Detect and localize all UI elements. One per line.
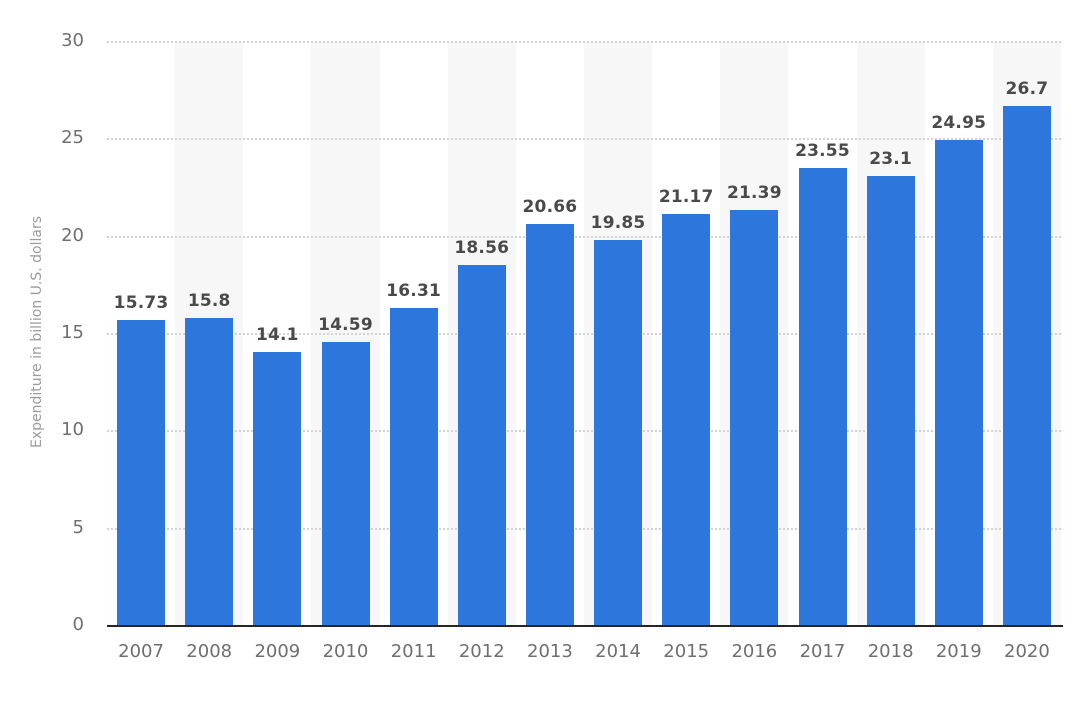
y-tick-label-25: 25 [61, 127, 84, 149]
bar-value-label-2019: 24.95 [931, 113, 987, 134]
bar-2011[interactable] [389, 308, 438, 625]
bar-2007[interactable] [117, 319, 166, 625]
bar-value-label-2018: 23.1 [869, 149, 912, 170]
bar-value-label-2017: 23.55 [795, 140, 850, 161]
bar-2008[interactable] [185, 318, 234, 625]
x-tick-label-2007: 2007 [118, 641, 164, 662]
gridline-20 [107, 235, 1061, 238]
x-tick-label-2010: 2010 [322, 641, 369, 662]
x-tick-label-2020: 2020 [1004, 641, 1050, 662]
bar-2010[interactable] [321, 341, 370, 625]
bar-value-label-2013: 20.66 [522, 196, 578, 217]
x-tick-label-2014: 2014 [595, 641, 641, 662]
x-tick-label-2008: 2008 [186, 641, 233, 662]
x-axis-line [107, 625, 1063, 627]
bar-value-label-2008: 15.8 [187, 291, 231, 312]
bar-2013[interactable] [525, 223, 574, 625]
y-tick-label-0: 0 [72, 614, 84, 635]
y-tick-label-5: 5 [72, 516, 84, 538]
bar-value-label-2011: 16.31 [386, 281, 442, 302]
bar-value-label-2012: 18.56 [454, 237, 510, 258]
bar-value-label-2009: 14.1 [255, 324, 299, 345]
gridline-15 [107, 333, 1061, 335]
x-tick-label-2015: 2015 [663, 641, 710, 662]
bar-value-label-2016: 21.39 [726, 182, 782, 203]
y-tick-label-10: 10 [61, 419, 84, 441]
x-tick-label-2019: 2019 [935, 641, 982, 662]
bar-2020[interactable] [1002, 106, 1051, 625]
gridline-5 [107, 527, 1061, 530]
x-tick-label-2011: 2011 [390, 641, 437, 662]
gridline-30 [107, 41, 1061, 43]
bar-value-label-2015: 21.17 [658, 186, 714, 207]
x-tick-label-2012: 2012 [458, 641, 505, 662]
x-tick-label-2017: 2017 [799, 641, 846, 662]
gridline-25 [107, 138, 1061, 141]
y-tick-label-30: 30 [61, 30, 84, 51]
plot-area: 15.73 15.8 14.1 14.59 16.31 18.56 20.66 19.85 21… [107, 41, 1061, 625]
x-tick-label-2009: 2009 [254, 641, 301, 662]
bar-value-label-2007: 15.73 [113, 292, 169, 313]
y-tick-label-20: 20 [61, 224, 84, 246]
bar-value-label-2010: 14.59 [318, 314, 373, 335]
x-tick-label-2013: 2013 [527, 641, 573, 662]
bar-2015[interactable] [662, 213, 711, 625]
bar-2018[interactable] [866, 176, 915, 625]
gridline-10 [107, 430, 1061, 433]
bar-2012[interactable] [457, 264, 506, 625]
x-tick-label-2016: 2016 [731, 641, 778, 662]
y-tick-label-15: 15 [61, 322, 84, 343]
bar-2016[interactable] [730, 209, 779, 625]
bar-2009[interactable] [253, 351, 302, 625]
bar-2017[interactable] [798, 167, 847, 625]
bar-2014[interactable] [594, 239, 643, 625]
x-tick-label-2018: 2018 [867, 641, 914, 662]
bar-value-label-2020: 26.7 [1005, 79, 1049, 100]
bar-value-label-2014: 19.85 [590, 212, 646, 233]
bar-2019[interactable] [934, 140, 983, 625]
